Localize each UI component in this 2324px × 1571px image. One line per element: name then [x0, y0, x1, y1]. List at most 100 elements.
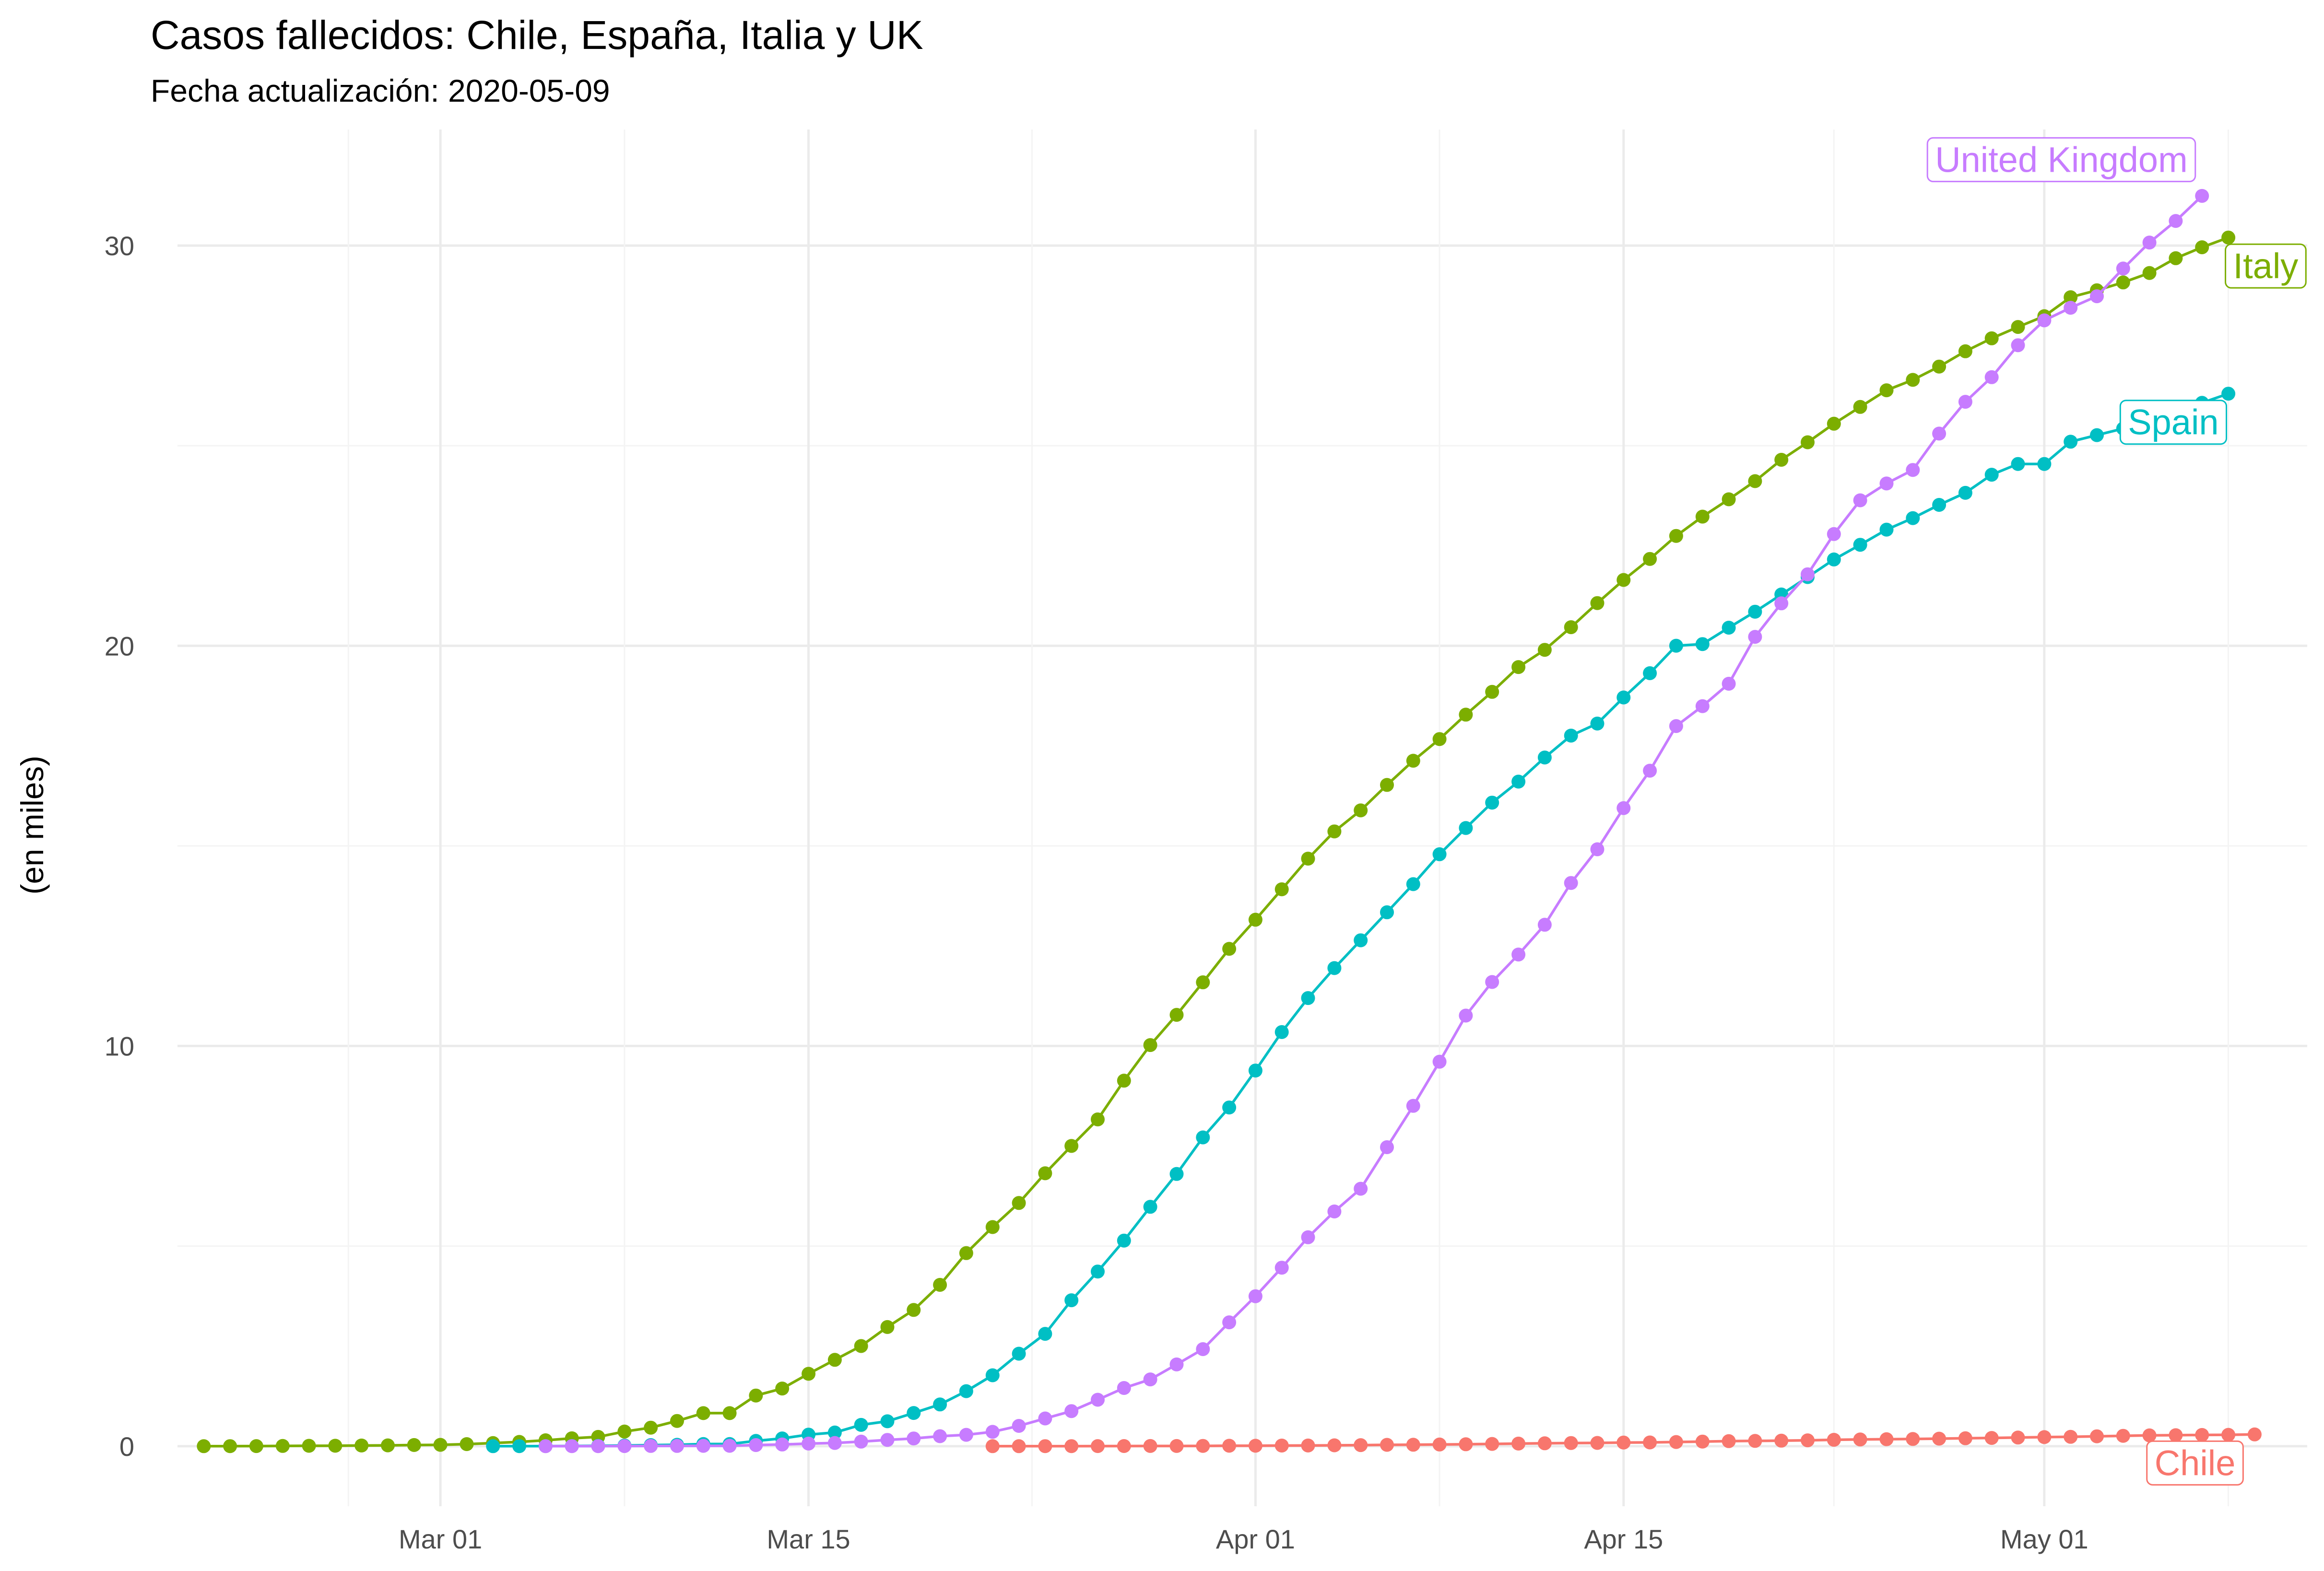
data-point-italy — [880, 1320, 895, 1334]
data-point-united-kingdom — [1643, 764, 1657, 778]
data-point-italy — [1169, 1008, 1184, 1022]
data-point-spain — [1984, 468, 1999, 482]
data-point-spain — [1827, 552, 1841, 567]
data-point-italy — [2169, 251, 2183, 265]
data-point-chile — [1984, 1431, 1999, 1445]
data-point-united-kingdom — [2011, 338, 2025, 353]
data-point-united-kingdom — [1590, 842, 1604, 856]
data-point-italy — [1091, 1112, 1105, 1127]
data-point-spain — [985, 1368, 1000, 1382]
data-point-chile — [2090, 1429, 2104, 1443]
data-point-united-kingdom — [1748, 630, 1762, 644]
data-point-spain — [1906, 511, 1920, 525]
data-point-spain — [1958, 485, 1972, 500]
x-tick-label: Mar 01 — [399, 1524, 482, 1554]
data-point-spain — [1485, 795, 1499, 810]
data-point-united-kingdom — [538, 1439, 553, 1453]
data-point-chile — [2169, 1428, 2183, 1442]
data-point-spain — [1932, 498, 1946, 512]
axis-layer: 0 10 20 30 Mar 01 Mar 15 Apr 01 Apr 15 May 01 — [105, 231, 2088, 1554]
data-point-chile — [1511, 1436, 1526, 1451]
data-point-chile — [1853, 1432, 1867, 1447]
data-point-chile — [1774, 1433, 1789, 1448]
data-point-italy — [1827, 416, 1841, 431]
data-point-chile — [1695, 1434, 1710, 1449]
series-label-text-spain: Spain — [2128, 402, 2218, 442]
series-united-kingdom — [538, 189, 2209, 1453]
data-point-chile — [1064, 1439, 1079, 1453]
data-point-united-kingdom — [722, 1439, 737, 1453]
data-point-united-kingdom — [591, 1439, 605, 1453]
data-point-spain — [1616, 690, 1631, 705]
data-point-italy — [1853, 400, 1867, 414]
label-layer: United Kingdom Italy Spain Chile — [1926, 137, 2307, 1486]
data-point-united-kingdom — [775, 1437, 790, 1452]
data-point-chile — [1222, 1439, 1237, 1453]
data-point-italy — [2195, 240, 2209, 254]
data-point-united-kingdom — [985, 1425, 1000, 1439]
data-point-italy — [1012, 1196, 1026, 1210]
data-point-italy — [749, 1388, 763, 1403]
data-point-spain — [1722, 621, 1736, 635]
data-point-spain — [1380, 905, 1394, 920]
data-point-italy — [1511, 660, 1526, 674]
data-point-spain — [1064, 1293, 1079, 1308]
data-point-italy — [670, 1414, 684, 1428]
data-point-spain — [2011, 457, 2025, 471]
data-point-chile — [1459, 1437, 1473, 1452]
data-point-italy — [1064, 1139, 1079, 1153]
data-point-italy — [1984, 331, 1999, 345]
data-point-spain — [933, 1397, 947, 1412]
data-point-chile — [2037, 1430, 2052, 1444]
data-point-chile — [1616, 1435, 1631, 1450]
data-point-italy — [354, 1438, 369, 1453]
data-point-united-kingdom — [1879, 476, 1894, 491]
data-point-chile — [1537, 1436, 1552, 1451]
data-point-italy — [302, 1439, 316, 1453]
data-point-chile — [1117, 1439, 1131, 1453]
data-point-united-kingdom — [1327, 1205, 1342, 1218]
data-point-united-kingdom — [1537, 918, 1552, 932]
data-point-united-kingdom — [1958, 395, 1972, 409]
data-point-italy — [223, 1439, 237, 1453]
data-point-italy — [381, 1438, 395, 1453]
data-point-italy — [1669, 529, 1683, 543]
data-point-chile — [1196, 1439, 1210, 1453]
data-point-italy — [1801, 435, 1815, 449]
data-point-italy — [249, 1439, 263, 1453]
data-point-italy — [1248, 912, 1262, 927]
data-point-spain — [1222, 1100, 1237, 1115]
data-point-italy — [827, 1353, 842, 1367]
data-point-spain — [1012, 1347, 1026, 1361]
data-point-italy — [2221, 230, 2236, 245]
data-point-italy — [722, 1406, 737, 1420]
series-label-united-kingdom: United Kingdom — [1926, 137, 2196, 182]
data-point-united-kingdom — [565, 1439, 579, 1453]
data-point-chile — [1827, 1433, 1841, 1447]
data-point-italy — [1406, 754, 1420, 768]
data-point-united-kingdom — [1906, 463, 1920, 477]
data-point-chile — [1590, 1436, 1604, 1450]
chart-subtitle: Fecha actualización: 2020-05-09 — [151, 73, 610, 108]
data-point-spain — [880, 1414, 895, 1429]
data-point-italy — [1432, 732, 1447, 746]
chart-title: Casos fallecidos: Chile, España, Italia … — [151, 12, 923, 58]
data-point-chile — [1748, 1434, 1762, 1448]
data-point-chile — [1879, 1432, 1894, 1446]
data-point-chile — [1143, 1439, 1157, 1453]
data-point-italy — [2142, 266, 2157, 280]
data-point-italy — [1274, 882, 1289, 897]
data-point-spain — [1143, 1200, 1157, 1214]
series-label-italy: Italy — [2225, 243, 2307, 289]
data-point-united-kingdom — [1722, 676, 1736, 691]
data-point-chile — [1038, 1439, 1052, 1453]
data-point-italy — [1117, 1074, 1131, 1088]
data-point-chile — [2247, 1427, 2262, 1441]
data-point-spain — [959, 1384, 973, 1398]
data-point-italy — [775, 1382, 790, 1396]
data-point-chile — [2116, 1429, 2130, 1443]
data-point-spain — [1669, 638, 1683, 653]
data-point-italy — [1485, 685, 1499, 699]
data-point-chile — [2195, 1428, 2209, 1442]
data-point-united-kingdom — [2090, 289, 2104, 304]
